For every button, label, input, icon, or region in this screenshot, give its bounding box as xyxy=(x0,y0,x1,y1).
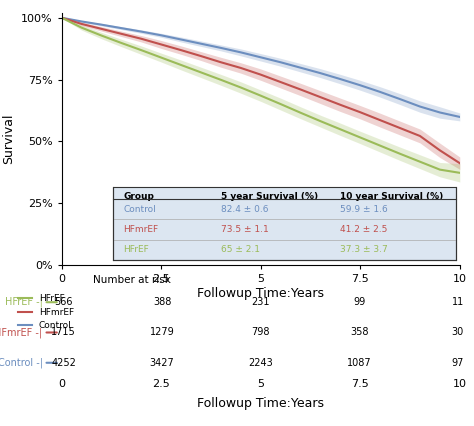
Text: 41.2 ± 2.5: 41.2 ± 2.5 xyxy=(340,225,388,234)
Text: 73.5 ± 1.1: 73.5 ± 1.1 xyxy=(221,225,269,234)
Text: HFrEF -|: HFrEF -| xyxy=(5,297,43,308)
Text: HFmrEF -|: HFmrEF -| xyxy=(0,327,43,338)
Text: 65 ± 2.1: 65 ± 2.1 xyxy=(221,245,260,254)
Text: 2243: 2243 xyxy=(248,358,273,368)
Text: Control: Control xyxy=(123,205,156,214)
Text: 59.9 ± 1.6: 59.9 ± 1.6 xyxy=(340,205,388,214)
Text: 99: 99 xyxy=(353,297,365,307)
Text: Group: Group xyxy=(123,192,154,201)
Text: 1279: 1279 xyxy=(150,328,174,337)
Text: 798: 798 xyxy=(251,328,270,337)
Text: 7.5: 7.5 xyxy=(351,379,369,389)
Text: Number at risk: Number at risk xyxy=(93,275,171,285)
Text: 5: 5 xyxy=(257,379,264,389)
Text: Control -|: Control -| xyxy=(0,357,43,368)
Text: HFrEF: HFrEF xyxy=(123,245,149,254)
Text: 11: 11 xyxy=(452,297,464,307)
Text: 358: 358 xyxy=(350,328,368,337)
Text: HFmrEF: HFmrEF xyxy=(123,225,158,234)
FancyBboxPatch shape xyxy=(113,187,456,260)
Text: 37.3 ± 3.7: 37.3 ± 3.7 xyxy=(340,245,388,254)
Text: 30: 30 xyxy=(452,328,464,337)
Y-axis label: Survival: Survival xyxy=(2,114,16,164)
Legend: HFrEF, HFmrEF, Control: HFrEF, HFmrEF, Control xyxy=(14,291,77,334)
Text: 3427: 3427 xyxy=(150,358,174,368)
Text: 0: 0 xyxy=(58,379,65,389)
Text: 97: 97 xyxy=(452,358,464,368)
Text: 82.4 ± 0.6: 82.4 ± 0.6 xyxy=(221,205,268,214)
Text: 4252: 4252 xyxy=(51,358,76,368)
X-axis label: Followup Time:Years: Followup Time:Years xyxy=(197,287,324,300)
Text: 1087: 1087 xyxy=(347,358,372,368)
Text: 231: 231 xyxy=(251,297,270,307)
Text: 10 year Survival (%): 10 year Survival (%) xyxy=(340,192,444,201)
Text: 388: 388 xyxy=(153,297,171,307)
Text: 2.5: 2.5 xyxy=(152,379,170,389)
Text: 1715: 1715 xyxy=(51,328,76,337)
Text: 566: 566 xyxy=(55,297,73,307)
Text: 5 year Survival (%): 5 year Survival (%) xyxy=(221,192,318,201)
Text: 10: 10 xyxy=(453,379,467,389)
Text: Followup Time:Years: Followup Time:Years xyxy=(197,397,324,410)
